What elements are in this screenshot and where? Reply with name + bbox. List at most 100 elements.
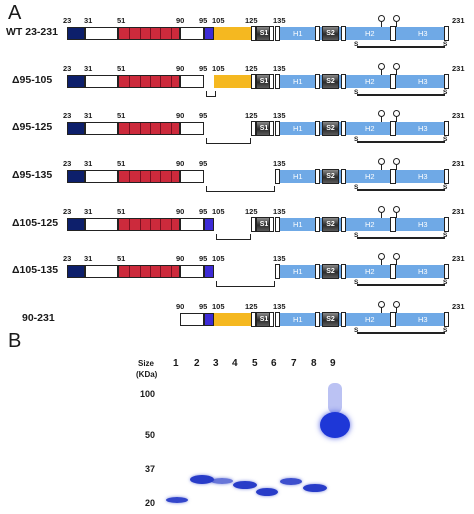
repeat-divider	[170, 171, 172, 182]
construct-label: WT 23-231	[6, 26, 58, 38]
octarepeat-region	[118, 218, 180, 231]
residue-51-label: 51	[117, 159, 126, 168]
residue-231-label: 231	[452, 159, 465, 168]
helix-break	[390, 217, 396, 232]
cys-label: S	[443, 327, 448, 334]
repeat-divider	[160, 219, 162, 230]
glycan-stem	[396, 20, 397, 27]
s2-domain: S2	[322, 121, 339, 136]
lane-number: 3	[213, 358, 219, 369]
segment-23-31	[67, 218, 85, 231]
s2-domain: S2	[322, 312, 339, 327]
glycan-stem	[381, 163, 382, 170]
strand-edge	[341, 121, 346, 136]
protein-band	[256, 488, 278, 496]
h1-label: H1	[293, 124, 303, 133]
segment-105-125	[214, 313, 251, 326]
disulfide-bond	[357, 237, 445, 239]
residue-135-label: 135	[273, 254, 286, 263]
disulfide-bond	[357, 94, 445, 96]
segment-31-51	[85, 27, 118, 40]
helix-break	[390, 121, 396, 136]
residue-51-label: 51	[117, 16, 126, 25]
marker-label: 20	[145, 498, 156, 508]
residue-23-label: 23	[63, 207, 72, 216]
residue-23-label: 23	[63, 111, 72, 120]
construct-label: Δ105-125	[12, 217, 59, 229]
repeat-divider	[150, 123, 151, 134]
helix-edge	[275, 217, 280, 232]
residue-231-label: 231	[452, 207, 465, 216]
disulfide-bond	[357, 332, 445, 334]
lane-number: 1	[173, 358, 179, 369]
strand-edge	[269, 312, 274, 327]
glycan-stem	[396, 211, 397, 218]
strand-edge	[341, 312, 346, 327]
residue-90-label: 90	[176, 159, 185, 168]
residue-51-label: 51	[117, 111, 126, 120]
h1-label: H1	[293, 77, 303, 86]
strand-edge	[251, 26, 256, 41]
c-terminal-end	[444, 217, 449, 232]
octarepeat-region	[118, 27, 180, 40]
residue-90-label: 90	[176, 16, 185, 25]
glycosylation-icon	[378, 206, 385, 213]
deletion-bracket	[206, 138, 251, 144]
residue-135-label: 135	[273, 111, 286, 120]
glycan-stem	[396, 115, 397, 122]
h1-label: H1	[293, 267, 303, 276]
residue-105-label: 105	[212, 254, 225, 263]
helix-break	[390, 74, 396, 89]
strand-edge	[269, 74, 274, 89]
repeat-divider	[160, 266, 162, 277]
glycan-stem	[396, 163, 397, 170]
segment-95-105	[204, 27, 214, 40]
segment-90-95	[180, 75, 204, 88]
segment-23-31	[67, 27, 85, 40]
h2-label: H2	[365, 267, 375, 276]
segment-23-31	[67, 265, 85, 278]
repeat-divider	[170, 76, 172, 87]
repeat-divider	[170, 219, 172, 230]
glycosylation-icon	[393, 15, 400, 22]
glycan-stem	[381, 115, 382, 122]
h3-label: H3	[418, 172, 428, 181]
strand-edge	[315, 26, 320, 41]
strand-edge	[315, 121, 320, 136]
glycosylation-icon	[378, 110, 385, 117]
h1-label: H1	[293, 315, 303, 324]
repeat-divider	[129, 266, 131, 277]
strand-edge	[341, 26, 346, 41]
helix-edge	[275, 74, 280, 89]
segment-23-31	[67, 122, 85, 135]
construct-label: Δ95-105	[12, 74, 53, 86]
c-terminal-end	[444, 121, 449, 136]
residue-23-label: 23	[63, 254, 72, 263]
protein-band	[190, 475, 214, 484]
strand-edge	[341, 74, 346, 89]
helix-break	[390, 264, 396, 279]
h2-label: H2	[365, 172, 375, 181]
lane-number: 2	[194, 358, 200, 369]
lane-number: 9	[330, 358, 336, 369]
residue-31-label: 31	[84, 207, 93, 216]
protein-band	[211, 478, 233, 484]
glycan-stem	[396, 258, 397, 265]
strand-edge	[341, 217, 346, 232]
s2-domain: S2	[322, 26, 339, 41]
cys-label: S	[443, 232, 448, 239]
cys-label: S	[354, 41, 359, 48]
repeat-divider	[170, 28, 172, 39]
strand-edge	[315, 217, 320, 232]
residue-125-label: 125	[245, 207, 258, 216]
repeat-divider	[150, 171, 151, 182]
marker-label: 50	[145, 430, 156, 440]
glycan-stem	[396, 68, 397, 75]
helix-break	[390, 26, 396, 41]
glycosylation-icon	[393, 158, 400, 165]
c-terminal-end	[444, 312, 449, 327]
cys-label: S	[443, 89, 448, 96]
helix-edge	[275, 264, 280, 279]
octarepeat-region	[118, 170, 180, 183]
residue-31-label: 31	[84, 159, 93, 168]
